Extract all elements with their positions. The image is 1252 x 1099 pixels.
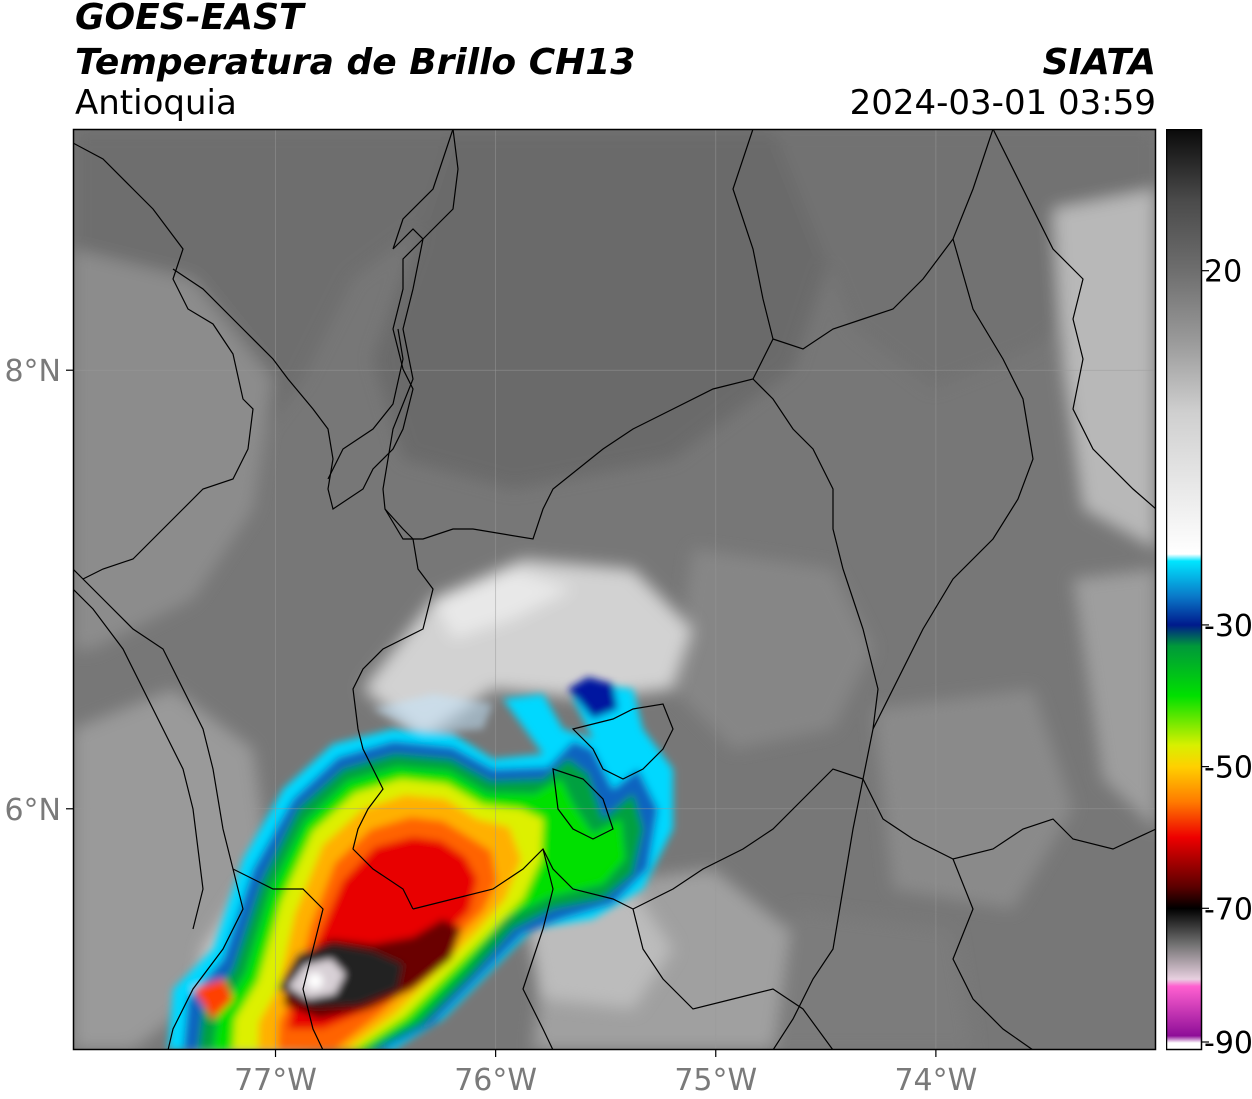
- municipal-cluster-2: [552, 768, 614, 840]
- lon-tick-label: 77°W: [234, 1063, 317, 1098]
- antioquia-north-boundary: [384, 129, 774, 540]
- boundaries: [73, 129, 1156, 1050]
- colorbar: 20 -30 -50 -70 -90: [1166, 129, 1252, 1059]
- colorbar-ticks: 20 -30 -50 -70 -90: [1202, 255, 1252, 1059]
- longitude-axis: 77°W 76°W 75°W 74°W: [234, 1050, 977, 1098]
- colorbar-frame: [1166, 129, 1203, 1051]
- santander-boundary: [772, 129, 994, 350]
- lat-tick-label: 6°N: [4, 793, 61, 828]
- department-boundary-north: [352, 129, 454, 910]
- gulf-coast: [172, 129, 459, 510]
- colorbar-tick-label: 20: [1204, 255, 1242, 290]
- municipal-cluster: [571, 703, 674, 780]
- south-east-boundary: [632, 908, 834, 1050]
- lon-tick-label: 76°W: [454, 1063, 537, 1098]
- map-frame: [72, 128, 1157, 1051]
- latitude-axis: 8°N 6°N: [4, 354, 73, 828]
- caldas-boundary: [522, 848, 554, 1050]
- coast-choco: [73, 588, 204, 930]
- colorbar-tick-label: -90: [1204, 1026, 1252, 1059]
- antioquia-east-boundary: [752, 378, 879, 1050]
- map-panel: 77°W 76°W 75°W 74°W 8°N 6°N: [4, 128, 1157, 1098]
- eastern-boundary: [872, 238, 1034, 730]
- coastline: [73, 142, 254, 580]
- lat-tick-label: 8°N: [4, 354, 61, 389]
- colorbar-bands: [1166, 129, 1202, 1050]
- boyaca-boundary: [952, 858, 1034, 1050]
- choco-boundary: [73, 568, 244, 1050]
- satellite-title: GOES-EAST: [75, 0, 304, 38]
- lon-tick-label: 74°W: [894, 1063, 977, 1098]
- colorbar-gradient: [1166, 129, 1202, 1050]
- agency-label: SIATA: [1042, 42, 1156, 83]
- colorbar-tick-label: -70: [1204, 892, 1252, 927]
- brightness-temperature-field: [73, 129, 1156, 1050]
- venezuela-border: [992, 129, 1156, 510]
- atrato-river: [327, 328, 404, 480]
- lon-tick-label: 75°W: [674, 1063, 757, 1098]
- product-title: Temperatura de Brillo CH13: [75, 42, 636, 83]
- region-label: Antioquia: [75, 83, 237, 123]
- datetime-label: 2024-03-01 03:59: [849, 83, 1156, 123]
- colorbar-tick-label: -50: [1204, 751, 1252, 786]
- gridlines: [73, 129, 1156, 1050]
- valle-boundary: [232, 868, 324, 1050]
- colorbar-tick-label: -30: [1204, 609, 1252, 644]
